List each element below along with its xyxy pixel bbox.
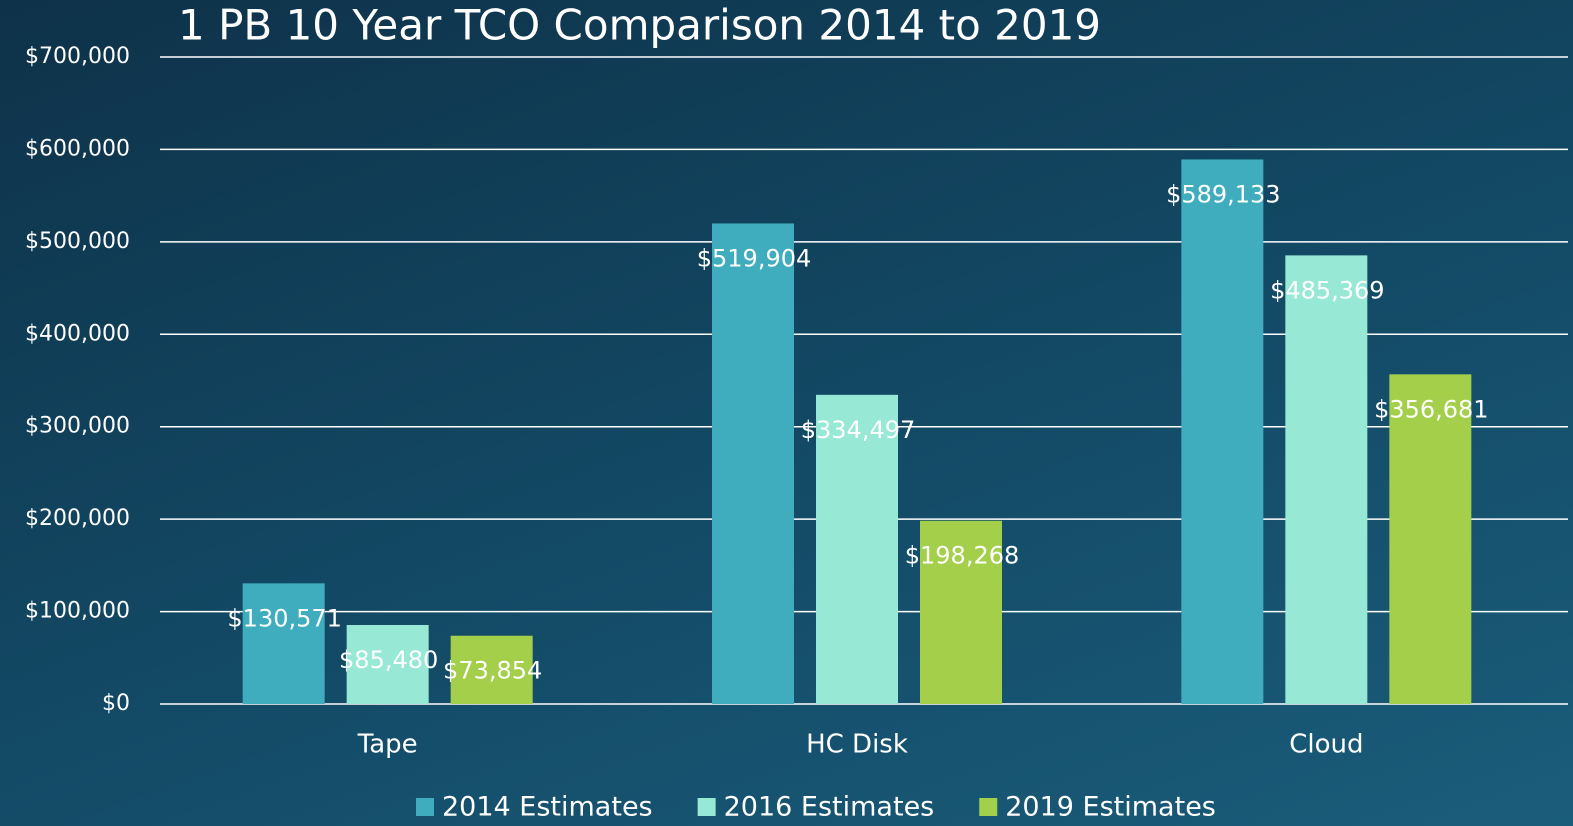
bar — [1389, 374, 1472, 704]
y-tick-label: $0 — [102, 691, 130, 716]
data-label: $485,369 — [1270, 276, 1385, 304]
data-label: $73,854 — [443, 657, 542, 685]
data-label: $356,681 — [1374, 395, 1489, 423]
data-label: $589,133 — [1166, 180, 1281, 208]
x-tick-label: HC Disk — [806, 730, 908, 760]
legend-label: 2014 Estimates — [442, 792, 653, 823]
legend-swatch — [416, 798, 434, 816]
data-label: $130,571 — [227, 604, 342, 632]
bar — [1285, 255, 1368, 704]
x-tick-label: Tape — [357, 730, 418, 760]
bar — [712, 223, 794, 705]
legend-swatch — [979, 798, 998, 816]
data-label: $519,904 — [697, 244, 812, 272]
y-tick-label: $400,000 — [25, 321, 130, 346]
y-tick-label: $500,000 — [25, 229, 130, 254]
bar — [450, 635, 533, 704]
legend-label: 2016 Estimates — [724, 792, 935, 823]
bar — [920, 520, 1002, 704]
data-label: $198,268 — [905, 542, 1020, 570]
data-label: $85,480 — [339, 646, 438, 674]
bar — [1181, 159, 1264, 704]
bar — [816, 394, 898, 704]
x-tick-label: Cloud — [1289, 730, 1363, 760]
y-tick-label: $600,000 — [25, 136, 130, 161]
y-tick-label: $200,000 — [25, 506, 130, 531]
chart-title: 1 PB 10 Year TCO Comparison 2014 to 2019 — [178, 1, 1101, 50]
legend-label: 2019 Estimates — [1005, 792, 1216, 823]
y-tick-label: $300,000 — [25, 414, 130, 439]
y-tick-label: $700,000 — [25, 44, 130, 69]
legend-swatch — [697, 798, 716, 816]
data-label: $334,497 — [801, 416, 916, 444]
y-tick-label: $100,000 — [25, 599, 130, 624]
bar — [346, 624, 429, 704]
bar — [242, 583, 325, 704]
